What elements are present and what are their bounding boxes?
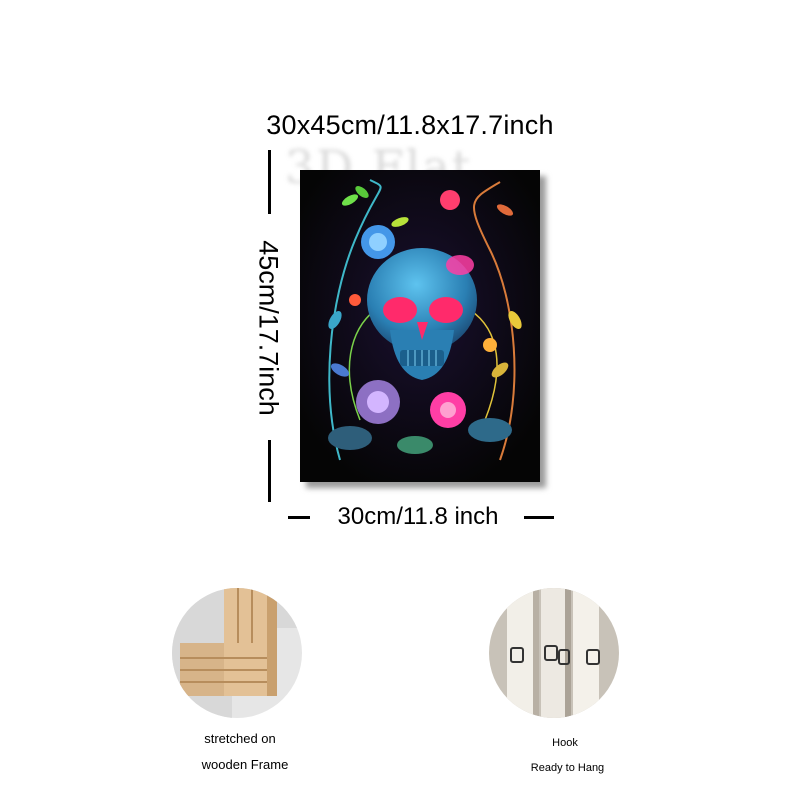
height-label: 45cm/17.7inch (253, 240, 284, 416)
width-dimension-line-left (288, 516, 310, 519)
feature-caption-hook-line1: Hook (552, 737, 578, 749)
canvas-print (300, 170, 546, 488)
width-dimension-line-right (524, 516, 554, 519)
hook-photo (489, 588, 619, 718)
feature-caption-frame-line2: wooden Frame (201, 757, 289, 772)
size-title: 30x45cm/11.8x17.7inch (266, 110, 554, 140)
height-dimension-line-top (268, 150, 271, 214)
wooden-frame-photo (172, 588, 302, 718)
width-label: 30cm/11.8 inch (337, 503, 499, 530)
height-dimension-line-bottom (268, 440, 271, 502)
feature-caption-frame-line1: stretched on (204, 731, 276, 746)
feature-caption-hook-line2: Ready to Hang (530, 762, 605, 774)
skull-artwork (300, 170, 540, 482)
